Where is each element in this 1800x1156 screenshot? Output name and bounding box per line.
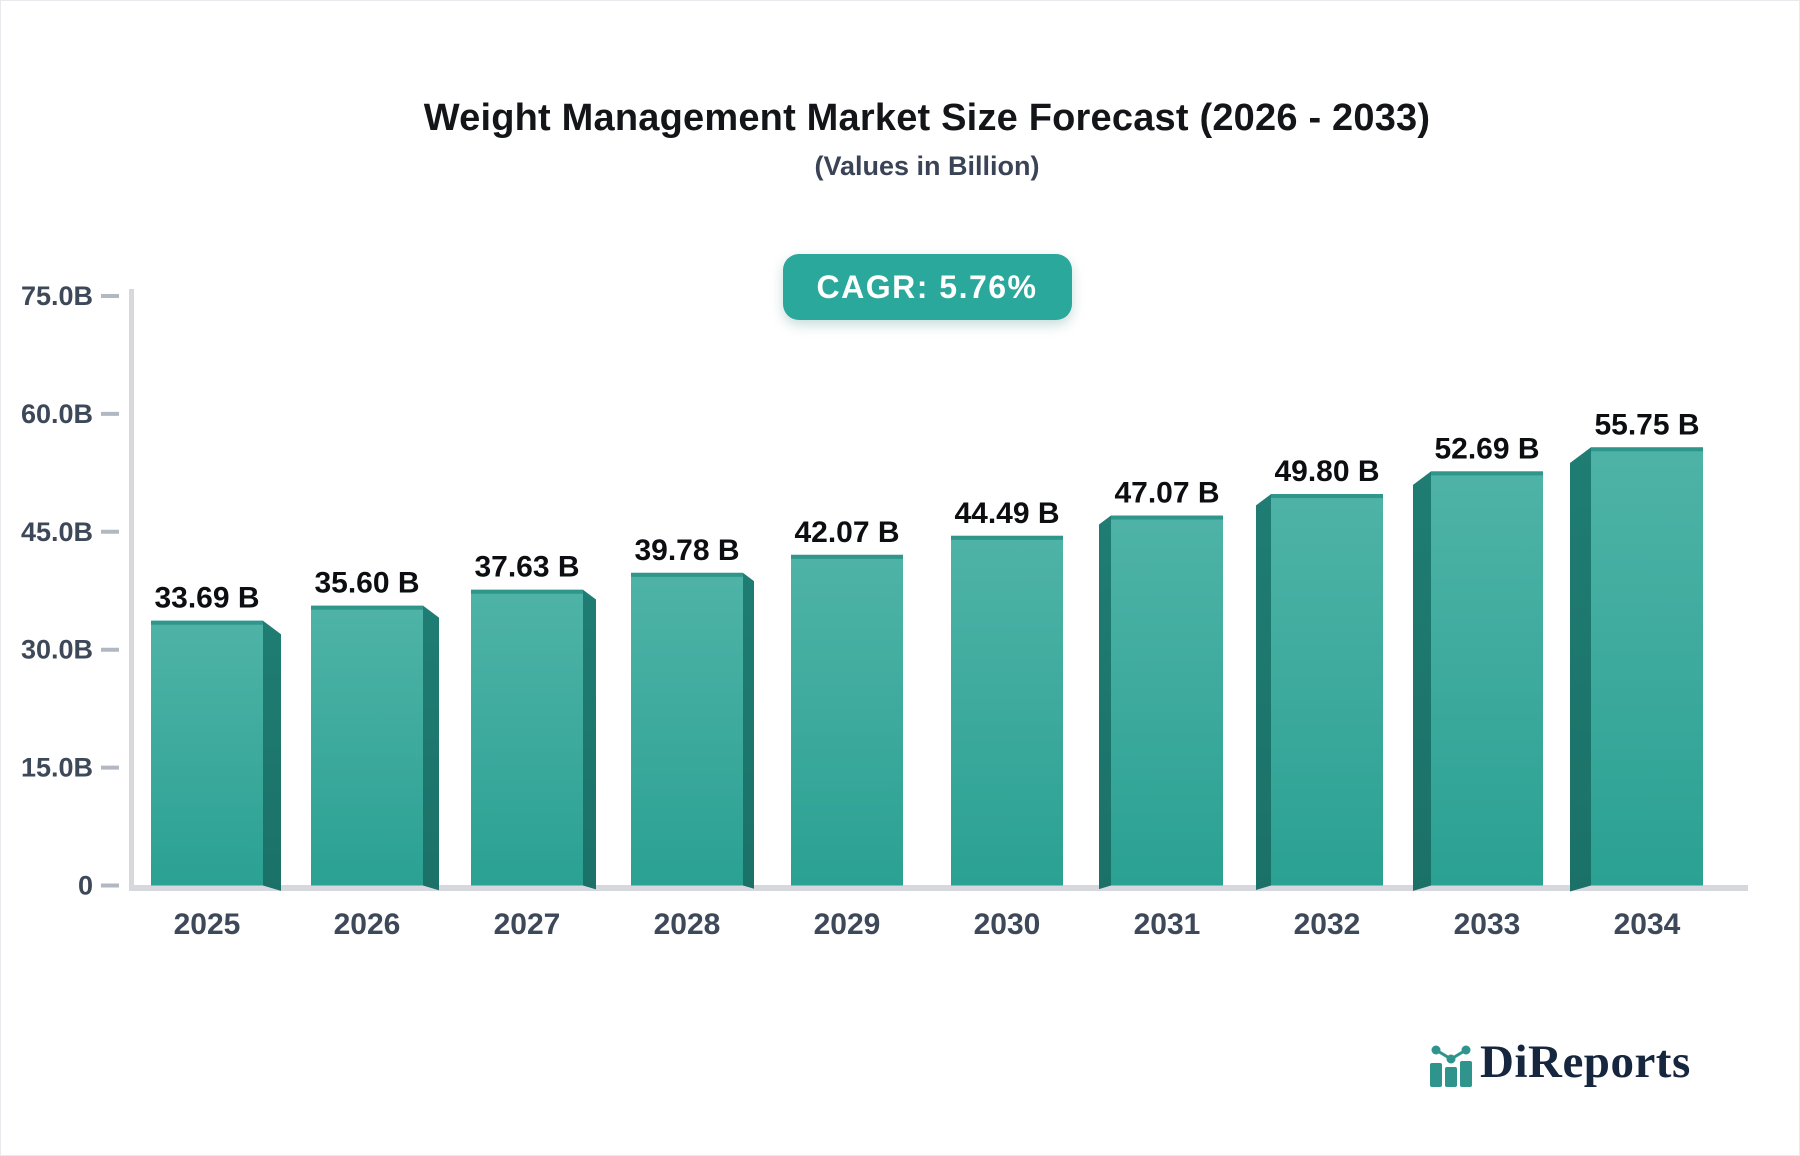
- bar-value-label: 37.63 B: [474, 551, 579, 584]
- bar-2030: 44.49 B 2030: [951, 497, 1063, 941]
- chart-header: Weight Management Market Size Forecast (…: [27, 1, 1799, 320]
- bar-side-face: [1099, 515, 1111, 890]
- bar-front-face: [631, 572, 743, 886]
- logo-text: DiReports: [1480, 1036, 1691, 1088]
- x-tick-label: 2025: [174, 908, 241, 941]
- bar-side-face: [1570, 447, 1591, 892]
- x-tick-label: 2032: [1294, 908, 1361, 941]
- direports-logo: DiReports: [1425, 1036, 1691, 1089]
- bar-2028: 39.78 B 2028: [631, 534, 754, 941]
- bar-top-edge: [471, 589, 583, 594]
- bar-value-label: 42.07 B: [794, 516, 899, 549]
- bar-value-label: 44.49 B: [954, 497, 1059, 530]
- bar-top-edge: [151, 620, 263, 625]
- x-tick-label: 2031: [1134, 908, 1201, 941]
- bar-front-face: [151, 620, 263, 886]
- x-tick-label: 2029: [814, 908, 881, 941]
- bar-front-face: [951, 535, 1063, 886]
- y-tick-label: 30.0B: [21, 635, 93, 665]
- bar-top-edge: [1111, 515, 1223, 520]
- bar-side-face: [583, 589, 596, 890]
- bar-2031: 47.07 B 2031: [1099, 477, 1223, 941]
- bar-front-face: [1591, 447, 1703, 886]
- bar-front-face: [311, 605, 423, 886]
- y-tick-label: 60.0B: [21, 399, 93, 429]
- bar-2026: 35.60 B 2026: [311, 567, 439, 941]
- chart-title: Weight Management Market Size Forecast (…: [423, 97, 1431, 139]
- bar-2025: 33.69 B 2025: [151, 582, 281, 941]
- cagr-badge: CAGR: 5.76%: [782, 253, 1072, 320]
- bar-top-edge: [951, 535, 1063, 540]
- x-tick-label: 2028: [654, 908, 721, 941]
- bar-value-label: 49.80 B: [1274, 455, 1379, 488]
- y-tick-label: 15.0B: [21, 753, 93, 783]
- chart-subtitle: (Values in Billion): [814, 150, 1040, 181]
- bar-2033: 52.69 B 2033: [1413, 432, 1543, 941]
- bar-value-label: 39.78 B: [634, 534, 739, 567]
- bar-side-face: [1413, 471, 1431, 891]
- bar-top-edge: [791, 554, 903, 559]
- bar-side-face: [743, 572, 754, 889]
- bar-2034: 55.75 B 2034: [1570, 408, 1703, 941]
- bar-front-face: [1271, 494, 1383, 886]
- bar-side-face: [263, 620, 281, 891]
- bar-value-label: 33.69 B: [154, 582, 259, 615]
- bar-side-face: [1256, 494, 1271, 890]
- bar-front-face: [1111, 515, 1223, 886]
- bar-top-edge: [1431, 471, 1543, 476]
- bar-front-face: [471, 589, 583, 886]
- bar-2029: 42.07 B 2029: [791, 516, 903, 941]
- bar-value-label: 47.07 B: [1114, 477, 1219, 510]
- bar-top-edge: [1591, 447, 1703, 452]
- x-tick-label: 2030: [974, 908, 1041, 941]
- bar-front-face: [791, 554, 903, 886]
- bar-chart-logo-icon: [1430, 1045, 1472, 1087]
- bar-2027: 37.63 B 2027: [471, 551, 596, 941]
- bar-value-label: 55.75 B: [1594, 408, 1699, 441]
- x-tick-label: 2033: [1454, 908, 1521, 941]
- y-axis-line: [129, 289, 134, 891]
- bar-2032: 49.80 B 2032: [1256, 455, 1383, 941]
- x-tick-label: 2026: [334, 908, 401, 941]
- y-tick-label: 45.0B: [21, 517, 93, 547]
- bar-value-label: 52.69 B: [1434, 432, 1539, 465]
- bar-side-face: [423, 605, 439, 891]
- bar-top-edge: [631, 572, 743, 577]
- bar-top-edge: [311, 605, 423, 610]
- y-tick-label: 75.0B: [21, 281, 93, 311]
- bar-value-label: 35.60 B: [314, 567, 419, 600]
- x-tick-label: 2027: [494, 908, 561, 941]
- bar-top-edge: [1271, 494, 1383, 499]
- y-tick-label: 0: [78, 871, 93, 901]
- x-tick-label: 2034: [1614, 908, 1681, 941]
- bar-front-face: [1431, 471, 1543, 886]
- x-axis-line: [129, 885, 1748, 891]
